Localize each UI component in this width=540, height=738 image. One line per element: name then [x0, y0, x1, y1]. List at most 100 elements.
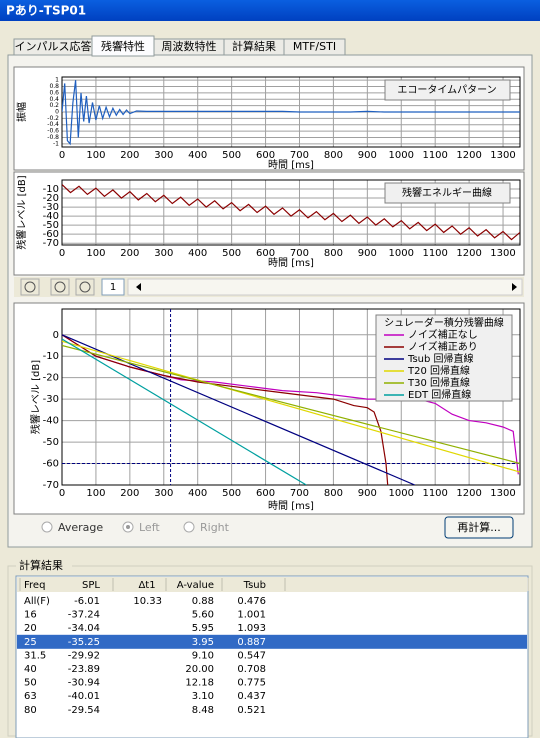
column-header: SPL — [82, 580, 100, 591]
tab-label[interactable]: 残響特性 — [101, 39, 145, 53]
y-tick-label: -0.8 — [47, 134, 59, 141]
y-tick-label: -20 — [43, 373, 59, 384]
plot-area — [62, 80, 520, 146]
page-number: 1 — [110, 282, 116, 293]
radio-label[interactable]: Right — [200, 521, 230, 534]
y-tick-label: 0.4 — [49, 96, 59, 103]
fit-button[interactable] — [20, 278, 40, 296]
table-cell: 0.521 — [237, 705, 266, 716]
x-tick-label: 900 — [358, 488, 377, 499]
x-tick-label: 900 — [358, 248, 377, 259]
chart-button-label[interactable]: 残響エネルギー曲線 — [402, 186, 492, 199]
x-tick-label: 1200 — [456, 248, 481, 259]
radio-label[interactable]: Left — [139, 521, 160, 534]
table-cell: 20.00 — [185, 664, 214, 675]
x-tick-label: 700 — [290, 248, 309, 259]
tab-label[interactable]: 周波数特性 — [162, 39, 217, 53]
y-tick-label: -70 — [43, 480, 59, 491]
recalc-label[interactable]: 再計算... — [457, 520, 501, 534]
y-tick-label: -60 — [43, 229, 59, 240]
y-tick-label: 1 — [55, 77, 59, 84]
x-tick-label: 900 — [358, 150, 377, 161]
x-tick-label: 0 — [59, 248, 65, 259]
radio-label[interactable]: Average — [58, 521, 103, 534]
scroll-right[interactable] — [512, 283, 517, 291]
x-tick-label: 300 — [154, 248, 173, 259]
tab[interactable] — [283, 38, 346, 56]
column-header: A-value — [177, 580, 214, 591]
table-cell: 10.33 — [133, 596, 162, 607]
zoom-out-button[interactable] — [75, 278, 95, 296]
table-cell: 20 — [24, 623, 37, 634]
tab-label[interactable]: MTF/STI — [293, 40, 336, 53]
y-tick-label: 0 — [55, 109, 59, 116]
legend — [375, 314, 513, 402]
plot-border — [61, 179, 521, 246]
y-axis-label: 残響レベル [dB] — [29, 360, 42, 434]
table-header — [17, 577, 527, 592]
y-axis-label: 残響レベル [dB] — [15, 175, 28, 249]
y-tick-label: -0.6 — [47, 128, 59, 135]
x-tick-label: 100 — [86, 150, 105, 161]
table-cell: -30.94 — [68, 678, 100, 689]
table-cell: 0.708 — [237, 664, 266, 675]
legend-title: シュレーダー積分残響曲線 — [384, 316, 504, 329]
x-tick-label: 1200 — [456, 150, 481, 161]
tab-label[interactable]: 計算結果 — [232, 39, 276, 53]
zoom-in-button[interactable] — [50, 278, 70, 296]
tab-label[interactable]: インパルス応答 — [15, 39, 92, 53]
y-tick-label: -40 — [43, 211, 59, 222]
x-tick-label: 1100 — [422, 488, 447, 499]
fit-icon — [24, 281, 36, 293]
x-axis-label: 時間 [ms] — [268, 500, 314, 512]
series-line — [62, 340, 520, 473]
x-tick-label: 1100 — [422, 150, 447, 161]
x-tick-label: 100 — [86, 488, 105, 499]
radio[interactable] — [183, 521, 195, 533]
chart-button[interactable] — [384, 182, 511, 204]
x-tick-label: 1200 — [456, 488, 481, 499]
table-cell: -29.92 — [68, 650, 100, 661]
x-tick-label: 100 — [86, 248, 105, 259]
x-tick-label: 600 — [256, 248, 275, 259]
chart-button-label[interactable]: エコータイムパターン — [397, 84, 496, 96]
y-tick-label: -1 — [53, 140, 59, 147]
x-tick-label: 600 — [256, 150, 275, 161]
chart-button[interactable] — [384, 79, 511, 101]
window-title: Pあり-TSP01 — [6, 4, 86, 18]
y-tick-label: -40 — [43, 416, 59, 427]
scroll-left[interactable] — [136, 283, 141, 291]
x-tick-label: 500 — [222, 150, 241, 161]
column-header: Δt1 — [138, 580, 155, 591]
x-tick-label: 700 — [290, 488, 309, 499]
plot-border — [61, 308, 521, 486]
x-tick-label: 600 — [256, 488, 275, 499]
table-cell: 0.88 — [192, 596, 214, 607]
series-line — [62, 80, 520, 146]
y-tick-label: -70 — [43, 238, 59, 249]
scrollbar[interactable] — [127, 278, 523, 296]
x-tick-label: 0 — [59, 488, 65, 499]
group-title: 計算結果 — [19, 558, 63, 572]
selected-row — [17, 634, 527, 649]
plot-area — [62, 309, 520, 485]
x-tick-label: 1300 — [490, 150, 515, 161]
table-cell: 25 — [24, 637, 37, 648]
x-tick-label: 500 — [222, 248, 241, 259]
table-cell: -35.25 — [68, 637, 100, 648]
legend-label: Tsub 回帰直線 — [407, 352, 474, 365]
y-tick-label: -50 — [43, 437, 59, 448]
y-tick-label: 0 — [53, 330, 59, 341]
radio[interactable] — [41, 521, 53, 533]
column-header: Tsub — [243, 580, 266, 591]
y-tick-label: 0.8 — [49, 83, 59, 90]
table-cell: 3.95 — [192, 637, 214, 648]
recalc-button[interactable] — [444, 516, 514, 539]
zoom-in-icon — [54, 281, 66, 293]
series-line — [62, 184, 520, 241]
x-tick-label: 1300 — [490, 488, 515, 499]
y-tick-label: -20 — [43, 193, 59, 204]
table-cell: 16 — [24, 610, 37, 621]
